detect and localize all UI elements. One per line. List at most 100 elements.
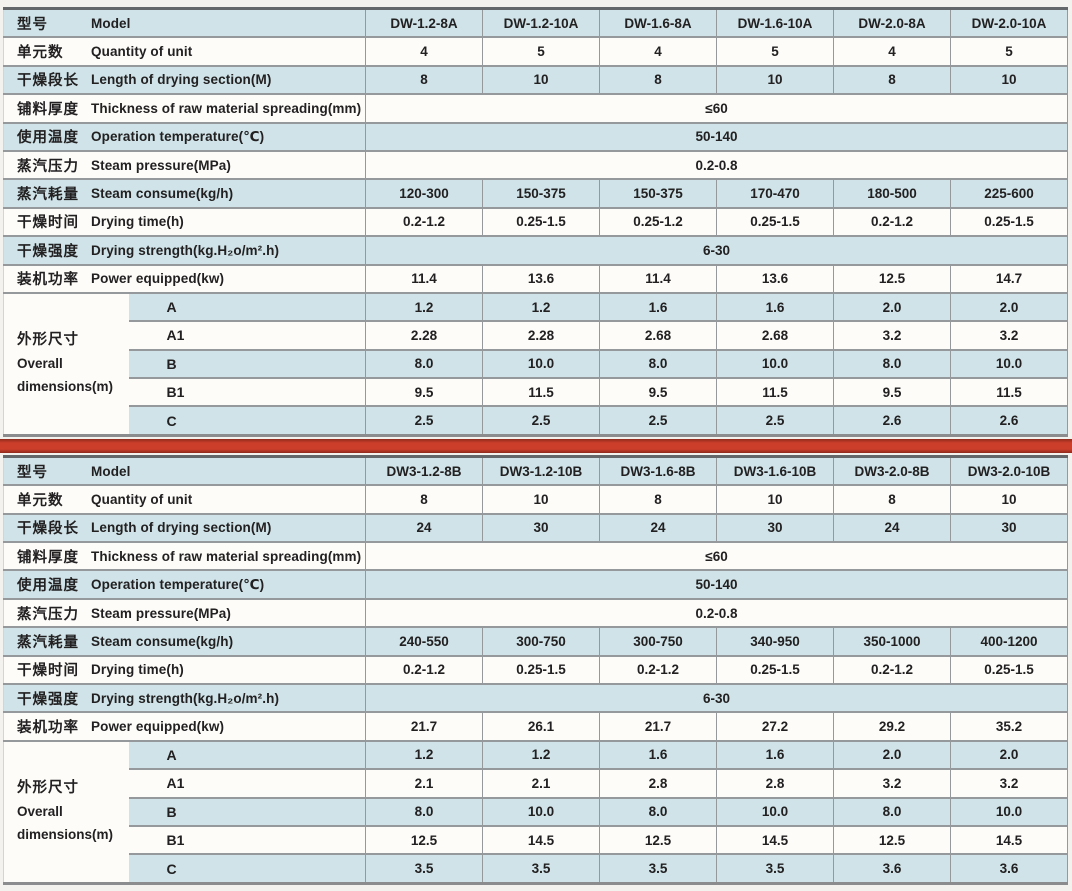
- row-label-en: Steam consume(kg/h): [91, 186, 234, 202]
- spec-value-cell: 225-600: [950, 178, 1068, 208]
- spec-value-cell: 21.7: [365, 711, 483, 741]
- spec-row: 蒸汽压力 Steam pressure(MPa) 0.2-0.8: [3, 597, 1068, 628]
- row-label-cell: 蒸汽耗量 Steam consume(kg/h): [3, 178, 366, 208]
- dimension-value-cell: 2.8: [599, 768, 717, 798]
- row-label-en: Steam pressure(MPa): [91, 605, 231, 621]
- spec-value-cell: 0.25-1.5: [716, 654, 834, 684]
- row-label: 蒸汽耗量 Steam consume(kg/h): [4, 631, 365, 652]
- dimension-value-cell: 3.2: [950, 320, 1068, 350]
- row-label-en: Power equipped(kw): [91, 719, 225, 735]
- model-header-row: 型号 Model DW3-1.2-8B DW3-1.2-10B DW3-1.6-8B DW…: [3, 456, 1068, 486]
- dimension-value-cell: 8.0: [833, 348, 951, 379]
- dimension-row: A1 2.28 2.28 2.68 2.68 3.2 3.2: [4, 320, 1068, 350]
- row-label-en: Thickness of raw material spreading(mm): [91, 548, 362, 564]
- spec-value-cell: 35.2: [950, 711, 1068, 741]
- dimension-value-cell: 3.5: [599, 853, 717, 884]
- row-label-cn: 干燥时间: [17, 663, 79, 680]
- dimension-value-cell: 14.5: [716, 824, 834, 855]
- row-label: 装机功率 Power equipped(kw): [4, 716, 365, 737]
- row-label-en: Operation temperature(℃): [91, 128, 265, 144]
- dimension-value-cell: 3.2: [833, 768, 951, 798]
- row-label-cn: 单元数: [17, 492, 64, 509]
- spec-value-cell: 27.2: [716, 711, 834, 741]
- row-label: 使用温度 Operation temperature(℃): [4, 574, 365, 595]
- dimension-value-cell: 2.1: [482, 768, 600, 798]
- spec-value-cell: 0.2-1.2: [365, 206, 483, 237]
- dimension-value-cell: 12.5: [833, 824, 951, 855]
- model-name-cell: DW-2.0-8A: [833, 8, 951, 38]
- row-label-en: Model: [91, 463, 131, 479]
- spec-value-cell: 4: [365, 36, 483, 66]
- spec-value-cell: 30: [482, 512, 600, 543]
- dimension-row: B1 9.5 11.5 9.5 11.5 9.5 11.5: [4, 377, 1068, 407]
- dimension-value-cell: 1.2: [482, 739, 600, 770]
- dimension-row: C 3.5 3.5 3.5 3.5 3.6 3.6: [4, 853, 1068, 884]
- spec-value-cell: 8: [599, 64, 717, 95]
- spec-value-cell: 0.25-1.5: [950, 206, 1068, 237]
- row-label-cell: 蒸汽耗量 Steam consume(kg/h): [3, 626, 366, 656]
- dimensions-group-label: 外形尺寸 Overall dimensions(m): [3, 739, 129, 884]
- dimension-key-cell: C: [128, 405, 366, 436]
- row-label: 干燥时间 Drying time(h): [4, 659, 365, 680]
- spec-value-cell: 26.1: [482, 711, 600, 741]
- dimension-value-cell: 8.0: [365, 348, 483, 379]
- model-header-row: 型号 Model DW-1.2-8A DW-1.2-10A DW-1.6-8A DW-1.…: [3, 8, 1068, 38]
- dimension-value-cell: 2.0: [833, 739, 951, 770]
- spec-row: 单元数 Quantity of unit 4 5 4 5 4 5: [3, 36, 1068, 66]
- spec-row: 干燥段长 Length of drying section(M) 8 10 8 10 8 10: [3, 64, 1068, 95]
- row-label-en: Power equipped(kw): [91, 271, 225, 287]
- dimension-row: B 8.0 10.0 8.0 10.0 8.0 10.0: [4, 348, 1068, 379]
- merged-value-cell: 0.2-0.8: [365, 597, 1068, 628]
- row-label-cn: 使用温度: [17, 130, 79, 147]
- dimension-value-cell: 2.6: [833, 405, 951, 436]
- spec-row: 使用温度 Operation temperature(℃) 50-140: [3, 121, 1068, 151]
- spec-value-cell: 8: [365, 64, 483, 95]
- spec-value-cell: 5: [716, 36, 834, 66]
- dimension-value-cell: 2.0: [950, 739, 1068, 770]
- spec-table-b-container: 型号 Model DW3-1.2-8B DW3-1.2-10B DW3-1.6-8B DW…: [3, 454, 1068, 885]
- row-label: 单元数 Quantity of unit: [4, 489, 365, 510]
- model-name-cell: DW-1.6-8A: [599, 8, 717, 38]
- merged-value-cell: 50-140: [365, 569, 1068, 599]
- spec-row: 蒸汽耗量 Steam consume(kg/h) 120-300 150-375 150…: [3, 178, 1068, 208]
- spec-value-cell: 8: [599, 484, 717, 514]
- row-label: 单元数 Quantity of unit: [4, 41, 365, 62]
- spec-value-cell: 4: [599, 36, 717, 66]
- dimension-value-cell: 9.5: [365, 377, 483, 407]
- row-label: 型号 Model: [4, 13, 365, 34]
- row-label-cn: 型号: [17, 16, 48, 33]
- spec-row: 单元数 Quantity of unit 8 10 8 10 8 10: [3, 484, 1068, 514]
- spec-value-cell: 30: [716, 512, 834, 543]
- row-label: 蒸汽压力 Steam pressure(MPa): [4, 155, 365, 176]
- row-label-cn: 装机功率: [17, 272, 79, 289]
- spec-value-cell: 10: [716, 484, 834, 514]
- row-label-cn: 干燥段长: [17, 73, 79, 90]
- dimension-value-cell: 2.28: [365, 320, 483, 350]
- spec-value-cell: 24: [833, 512, 951, 543]
- dimension-value-cell: 2.68: [599, 320, 717, 350]
- row-label-en: Steam pressure(MPa): [91, 157, 231, 173]
- dimension-value-cell: 1.2: [365, 291, 483, 322]
- dimension-value-cell: 1.2: [365, 739, 483, 770]
- dimension-value-cell: 2.0: [950, 291, 1068, 322]
- spec-value-cell: 10: [716, 64, 834, 95]
- row-label-cell: 铺料厚度 Thickness of raw material spreading(…: [3, 93, 366, 123]
- row-label: 蒸汽压力 Steam pressure(MPa): [4, 603, 365, 624]
- dimension-value-cell: 2.5: [716, 405, 834, 436]
- row-label-cn: 蒸汽耗量: [17, 634, 79, 651]
- spec-row: 铺料厚度 Thickness of raw material spreading(…: [3, 93, 1068, 123]
- row-label-en: Length of drying section(M): [91, 520, 272, 536]
- spec-value-cell: 13.6: [482, 263, 600, 293]
- row-label-cn: 干燥时间: [17, 215, 79, 232]
- spec-row: 干燥时间 Drying time(h) 0.2-1.2 0.25-1.5 0.2-1.2…: [3, 654, 1068, 684]
- row-label-cn: 型号: [17, 464, 48, 481]
- row-label-cell: 单元数 Quantity of unit: [3, 484, 366, 514]
- row-label-en: Model: [91, 15, 131, 31]
- model-name-cell: DW-1.2-10A: [482, 8, 600, 38]
- dimension-row: 外形尺寸 Overall dimensions(m) A 1.2 1.2 1.6 1.6 2.0…: [3, 291, 1068, 436]
- row-label-cell: 型号 Model: [3, 8, 366, 38]
- red-section-divider: [0, 438, 1072, 453]
- row-label-en: Operation temperature(℃): [91, 576, 265, 592]
- dimension-value-cell: 1.6: [599, 291, 717, 322]
- dimension-key-cell: B: [128, 796, 366, 826]
